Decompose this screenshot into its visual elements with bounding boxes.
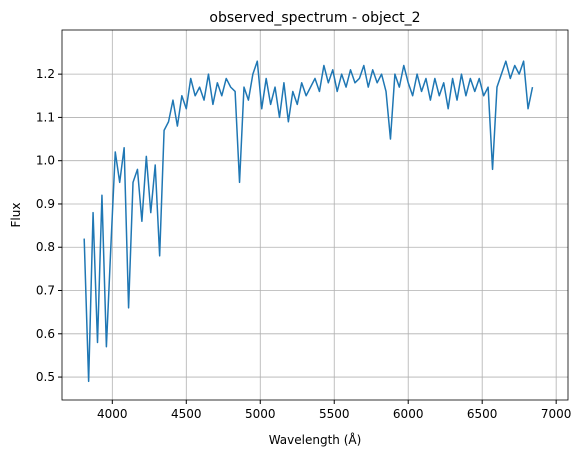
y-tick-label: 0.7 xyxy=(36,284,55,298)
y-tick-label: 1.1 xyxy=(36,110,55,124)
x-tick-label: 6000 xyxy=(393,407,424,421)
y-tick-label: 0.6 xyxy=(36,327,55,341)
x-axis-label: Wavelength (Å) xyxy=(269,432,362,447)
x-tick-label: 5500 xyxy=(319,407,350,421)
x-tick-label: 4000 xyxy=(97,407,128,421)
x-tick-label: 7000 xyxy=(541,407,572,421)
x-tick-label: 5000 xyxy=(245,407,276,421)
y-tick-label: 0.5 xyxy=(36,370,55,384)
chart-title: observed_spectrum - object_2 xyxy=(209,10,420,26)
x-tick-label: 4500 xyxy=(171,407,202,421)
y-tick-label: 0.9 xyxy=(36,197,55,211)
y-tick-label: 0.8 xyxy=(36,240,55,254)
axes-frame xyxy=(61,29,569,401)
spectrum-line xyxy=(83,60,534,383)
y-axis-label: Flux xyxy=(9,203,23,228)
y-tick-label: 1.2 xyxy=(36,67,55,81)
x-tick-label: 6500 xyxy=(467,407,498,421)
y-tick-label: 1.0 xyxy=(36,154,55,168)
